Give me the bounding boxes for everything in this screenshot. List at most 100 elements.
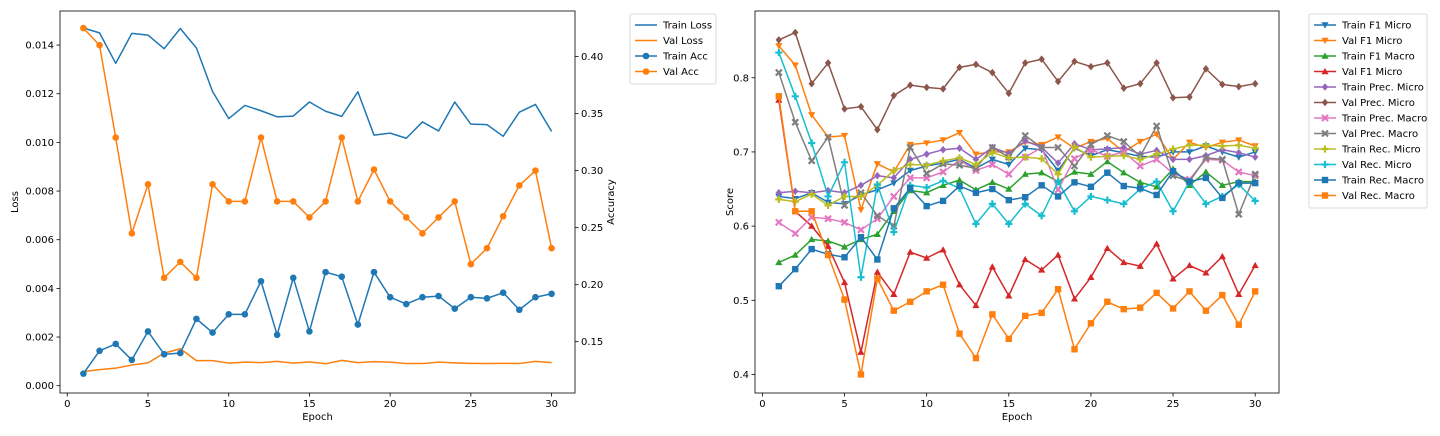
data-point bbox=[225, 311, 233, 318]
data-point bbox=[1219, 291, 1226, 299]
data-point bbox=[939, 157, 947, 165]
data-point bbox=[840, 201, 849, 210]
data-point bbox=[808, 190, 816, 198]
data-point bbox=[1234, 210, 1243, 219]
x-tick-label: 15 bbox=[303, 399, 316, 410]
data-point bbox=[1070, 154, 1079, 163]
data-point bbox=[775, 195, 783, 204]
series bbox=[80, 268, 555, 377]
data-point bbox=[841, 296, 848, 303]
data-point bbox=[840, 243, 849, 250]
legend-box bbox=[629, 13, 717, 85]
data-point bbox=[1202, 65, 1210, 73]
data-point bbox=[791, 251, 799, 258]
data-point bbox=[209, 181, 216, 188]
data-point bbox=[956, 182, 963, 190]
data-point bbox=[824, 192, 832, 201]
data-point bbox=[1251, 79, 1259, 88]
x-axis-label: Epoch bbox=[1002, 412, 1033, 423]
series-line bbox=[778, 99, 1256, 353]
data-point bbox=[1251, 144, 1259, 152]
data-point bbox=[1251, 153, 1259, 161]
data-point bbox=[939, 145, 947, 154]
series bbox=[80, 24, 555, 282]
data-point bbox=[840, 192, 849, 201]
data-point bbox=[1103, 196, 1111, 204]
legend-label: Train F1 Macro bbox=[1341, 52, 1415, 63]
data-point bbox=[939, 181, 947, 189]
data-point bbox=[1104, 145, 1111, 153]
x-tick-label: 20 bbox=[384, 399, 397, 410]
data-point bbox=[402, 214, 410, 221]
x-tick-label: 0 bbox=[759, 399, 765, 410]
legend-label: Train Prec. Micro bbox=[1341, 83, 1424, 94]
legend-marker bbox=[1321, 114, 1329, 122]
y2-tick-label: 0.25 bbox=[581, 223, 603, 234]
data-point bbox=[824, 251, 832, 259]
legend-marker bbox=[1321, 22, 1329, 29]
data-point bbox=[499, 212, 507, 220]
data-point bbox=[874, 125, 881, 134]
data-point bbox=[1169, 305, 1177, 312]
data-point bbox=[1071, 346, 1078, 353]
data-point bbox=[775, 188, 783, 197]
data-point bbox=[1005, 161, 1013, 169]
legend-label: Val Rec. Micro bbox=[1342, 160, 1412, 171]
data-point bbox=[1152, 155, 1161, 164]
data-point bbox=[1054, 77, 1062, 86]
legend-marker bbox=[642, 68, 650, 75]
data-point bbox=[939, 281, 947, 288]
data-point bbox=[808, 139, 816, 147]
y-axis-label: Loss bbox=[10, 191, 21, 213]
data-point bbox=[1251, 149, 1259, 156]
series-line bbox=[82, 27, 553, 279]
data-point bbox=[989, 185, 996, 193]
data-point bbox=[792, 187, 799, 196]
legend-marker bbox=[1321, 67, 1329, 75]
legend-marker bbox=[1321, 52, 1329, 59]
y-tick-label: 0.000 bbox=[25, 381, 54, 392]
data-point bbox=[890, 174, 898, 182]
series bbox=[775, 96, 1259, 355]
data-point bbox=[370, 166, 378, 173]
data-point bbox=[775, 218, 783, 227]
data-point bbox=[112, 340, 119, 348]
series-line bbox=[778, 170, 1256, 287]
data-point bbox=[1087, 183, 1095, 190]
legend-marker bbox=[642, 52, 650, 60]
data-point bbox=[1038, 266, 1046, 273]
plot-frame bbox=[59, 10, 576, 394]
data-point bbox=[906, 167, 914, 175]
data-point bbox=[193, 315, 200, 323]
data-point bbox=[1054, 170, 1062, 178]
data-point bbox=[467, 260, 475, 268]
data-point bbox=[1136, 262, 1144, 269]
data-point bbox=[1038, 309, 1045, 317]
series bbox=[775, 141, 1259, 209]
data-point bbox=[419, 293, 426, 301]
data-point bbox=[1005, 170, 1013, 178]
data-point bbox=[225, 198, 233, 205]
y-tick-label: 0.012 bbox=[25, 89, 54, 100]
data-point bbox=[1070, 295, 1079, 302]
data-point bbox=[808, 222, 816, 229]
data-point bbox=[1005, 335, 1012, 343]
y-tick-label: 0.006 bbox=[25, 235, 54, 246]
y-tick-label: 0.014 bbox=[25, 41, 54, 52]
data-point bbox=[988, 200, 996, 208]
data-point bbox=[939, 197, 947, 205]
legend-marker bbox=[1321, 145, 1329, 153]
data-point bbox=[1087, 170, 1095, 177]
data-point bbox=[857, 371, 865, 378]
data-point bbox=[1219, 80, 1226, 89]
chart-2: 0 5 10 15 20 25 30 0.4 0.5 0.6 0.7 0.8 Epoch Score Tra… bbox=[725, 10, 1428, 423]
data-point bbox=[808, 235, 816, 243]
data-point bbox=[988, 156, 996, 163]
data-point bbox=[1218, 142, 1226, 150]
x-tick-label: 5 bbox=[145, 399, 151, 410]
data-point bbox=[1251, 288, 1259, 295]
data-point bbox=[1120, 84, 1127, 92]
legend-box bbox=[1308, 13, 1428, 209]
legend-label: Train Rec. Macro bbox=[1341, 176, 1424, 187]
data-point bbox=[1054, 251, 1062, 258]
